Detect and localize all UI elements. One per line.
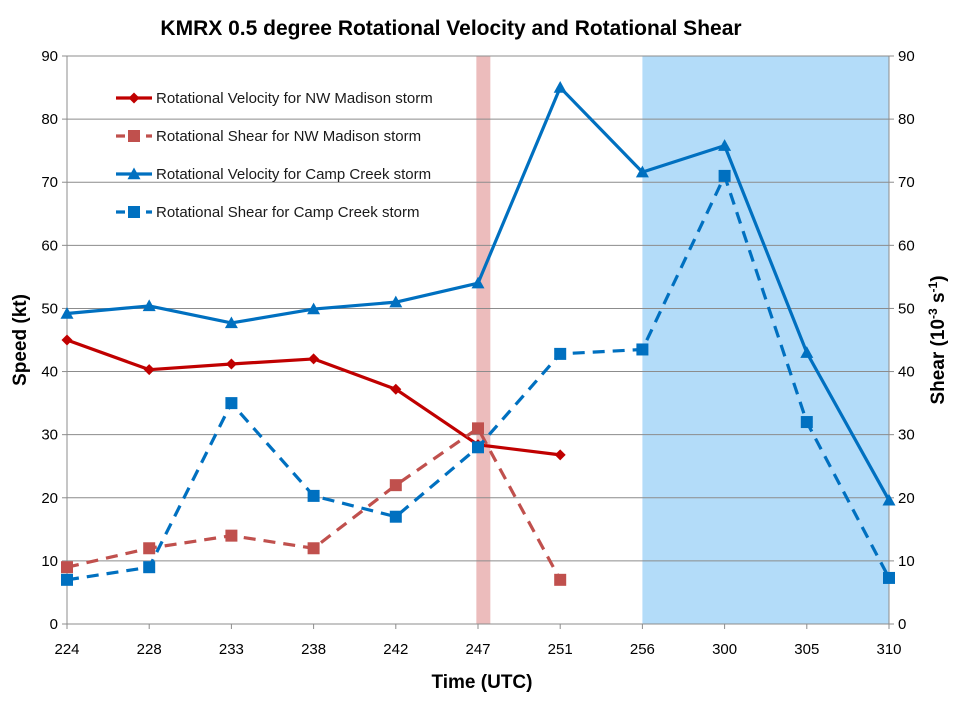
x-tick-label: 233 bbox=[219, 641, 244, 658]
data-point bbox=[636, 343, 649, 356]
y2-tick-label: 70 bbox=[898, 174, 915, 191]
x-tick-label: 251 bbox=[548, 641, 573, 658]
y2-tick-label: 20 bbox=[898, 490, 915, 507]
data-point bbox=[225, 358, 237, 370]
y2-tick-label: 90 bbox=[898, 48, 915, 65]
series-3 bbox=[61, 169, 895, 586]
data-point bbox=[882, 493, 896, 506]
data-point bbox=[389, 510, 402, 523]
y-tick-label: 80 bbox=[41, 111, 58, 128]
y2-tick-label: 40 bbox=[898, 364, 915, 381]
data-point bbox=[554, 449, 566, 461]
data-point bbox=[307, 489, 320, 502]
y-tick-label: 10 bbox=[41, 553, 58, 570]
data-point bbox=[390, 383, 402, 395]
x-tick-label: 310 bbox=[876, 641, 901, 658]
data-point bbox=[718, 139, 732, 151]
data-point bbox=[718, 169, 731, 182]
chart-title: KMRX 0.5 degree Rotational Velocity and … bbox=[160, 17, 741, 40]
data-point bbox=[60, 306, 74, 319]
data-point bbox=[143, 542, 156, 555]
legend: Rotational Velocity for NW Madison storm… bbox=[116, 90, 433, 221]
highlight-bands bbox=[476, 56, 889, 624]
data-point bbox=[143, 561, 156, 574]
data-point bbox=[224, 316, 238, 329]
y-tick-label: 40 bbox=[41, 364, 58, 381]
legend-marker-0 bbox=[128, 92, 140, 104]
legend-marker-2 bbox=[127, 167, 141, 180]
data-point bbox=[61, 561, 73, 574]
y2-tick-labels: 0 10 20 30 40 50 60 70 80 90 bbox=[898, 48, 915, 633]
y-tick-label: 70 bbox=[41, 174, 58, 191]
y-tick-labels: 0 10 20 30 40 50 60 70 80 90 bbox=[41, 48, 58, 633]
data-point bbox=[143, 364, 155, 376]
data-point bbox=[142, 299, 156, 312]
legend-marker-1 bbox=[128, 130, 140, 142]
x-tick-label: 305 bbox=[794, 641, 819, 658]
data-point bbox=[307, 302, 321, 315]
highlight-band-1 bbox=[642, 56, 889, 624]
y-tick-label: 60 bbox=[41, 237, 58, 254]
data-point bbox=[308, 353, 320, 365]
y-axis-label: Speed (kt) bbox=[10, 294, 31, 386]
y-tick-label: 20 bbox=[41, 490, 58, 507]
data-point bbox=[883, 571, 895, 584]
data-point bbox=[554, 347, 567, 360]
y2-tick-label: 50 bbox=[898, 300, 915, 317]
data-point bbox=[472, 422, 484, 435]
x-tick-label: 300 bbox=[712, 641, 737, 658]
legend-label-2: Rotational Velocity for Camp Creek storm bbox=[156, 166, 431, 183]
x-axis-label: Time (UTC) bbox=[432, 672, 533, 693]
data-point bbox=[554, 573, 567, 586]
data-point bbox=[553, 81, 567, 93]
y2-tick-label: 30 bbox=[898, 427, 915, 444]
x-tick-label: 247 bbox=[465, 641, 490, 658]
legend-label-3: Rotational Shear for Camp Creek storm bbox=[156, 204, 419, 221]
data-point bbox=[225, 529, 238, 542]
y2-tick-label: 10 bbox=[898, 553, 915, 570]
data-point bbox=[635, 165, 649, 178]
y2-tick-label: 80 bbox=[898, 111, 915, 128]
y-tick-label: 50 bbox=[41, 300, 58, 317]
y2-tick-label: 60 bbox=[898, 237, 915, 254]
data-point bbox=[800, 416, 813, 429]
y-tick-label: 30 bbox=[41, 427, 58, 444]
x-tick-label: 256 bbox=[630, 641, 655, 658]
gridlines bbox=[67, 55, 889, 562]
data-point bbox=[61, 573, 73, 586]
legend-marker-3 bbox=[128, 206, 140, 218]
x-tick-labels: 224 228 233 238 242 247 251 256 300 305 310 bbox=[54, 641, 901, 658]
x-tick-label: 242 bbox=[383, 641, 408, 658]
axes bbox=[62, 55, 894, 629]
series-2 bbox=[60, 81, 896, 506]
series-group bbox=[60, 81, 896, 586]
legend-label-1: Rotational Shear for NW Madison storm bbox=[156, 128, 421, 145]
data-point bbox=[389, 479, 402, 492]
legend-label-0: Rotational Velocity for NW Madison storm bbox=[156, 90, 433, 107]
data-point bbox=[61, 334, 73, 346]
data-point bbox=[800, 346, 814, 358]
x-tick-label: 238 bbox=[301, 641, 326, 658]
data-point bbox=[471, 276, 485, 289]
data-point bbox=[225, 397, 238, 410]
data-point bbox=[389, 295, 403, 308]
y2-tick-label: 0 bbox=[898, 616, 906, 633]
x-tick-label: 228 bbox=[137, 641, 162, 658]
series-1 bbox=[61, 422, 567, 586]
y2-axis-label: Shear (10-3 s-1) bbox=[926, 275, 949, 404]
data-point bbox=[472, 441, 484, 454]
data-point bbox=[307, 542, 320, 555]
y-tick-label: 0 bbox=[50, 616, 58, 633]
y-tick-label: 90 bbox=[41, 48, 58, 65]
x-tick-label: 224 bbox=[54, 641, 79, 658]
highlight-band-0 bbox=[476, 56, 491, 624]
